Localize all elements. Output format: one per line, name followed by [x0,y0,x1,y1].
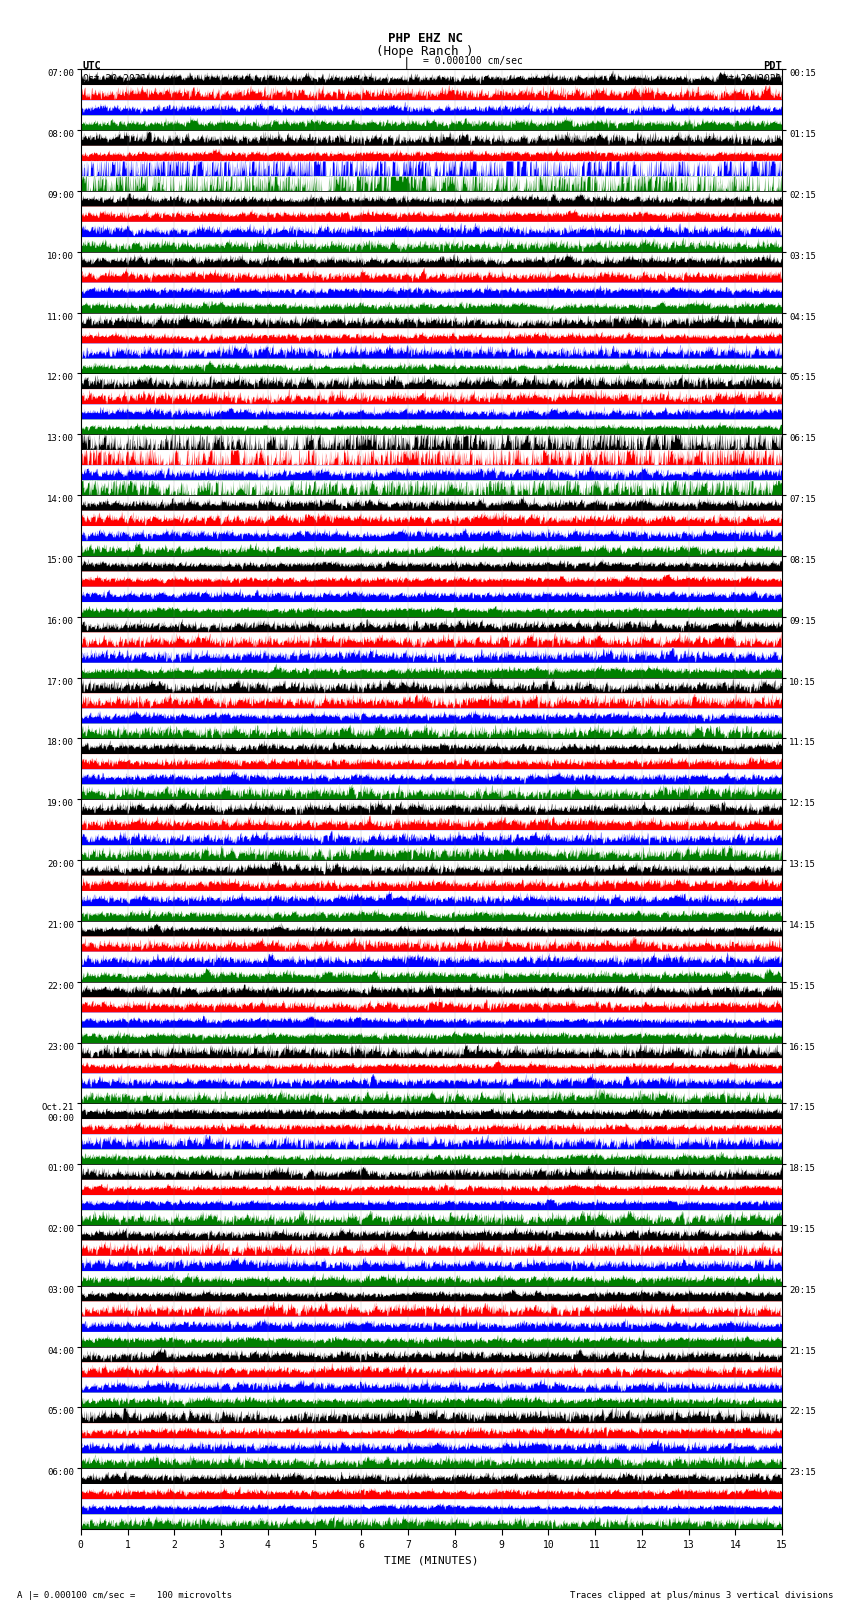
Text: = 0.000100 cm/sec: = 0.000100 cm/sec [423,56,523,66]
Text: Oct.20,2021: Oct.20,2021 [82,74,147,84]
Text: |: | [403,56,410,69]
Text: (Hope Ranch ): (Hope Ranch ) [377,45,473,58]
Text: A |= 0.000100 cm/sec =    100 microvolts: A |= 0.000100 cm/sec = 100 microvolts [17,1590,232,1600]
Text: Traces clipped at plus/minus 3 vertical divisions: Traces clipped at plus/minus 3 vertical … [570,1590,833,1600]
Text: PDT: PDT [763,61,782,71]
Text: UTC: UTC [82,61,101,71]
Text: PHP EHZ NC: PHP EHZ NC [388,32,462,45]
X-axis label: TIME (MINUTES): TIME (MINUTES) [384,1555,479,1565]
Text: Oct.20,2021: Oct.20,2021 [717,74,782,84]
